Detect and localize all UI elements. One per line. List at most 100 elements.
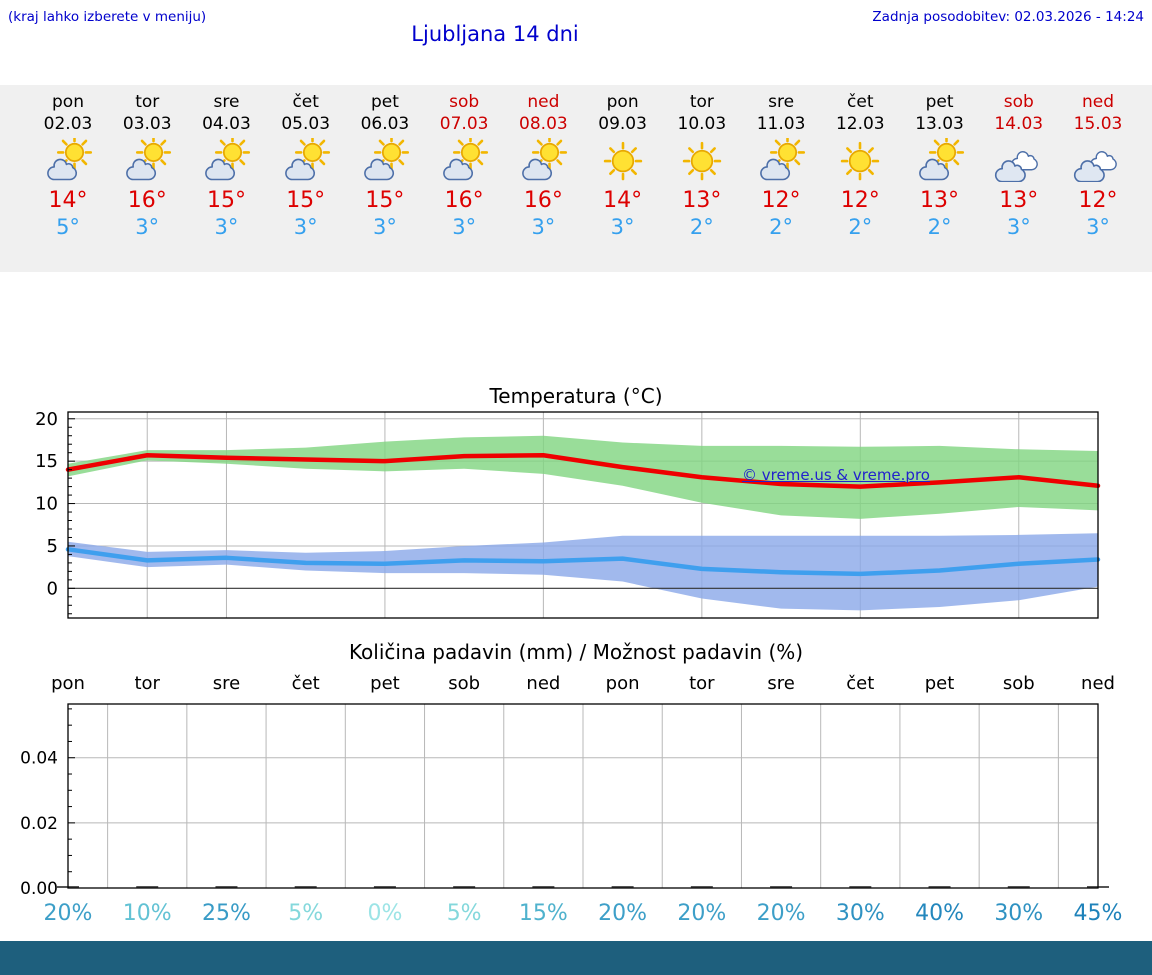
precip-probability: 0% bbox=[367, 901, 403, 926]
sunny-icon bbox=[662, 138, 742, 184]
svg-text:15: 15 bbox=[35, 451, 58, 472]
chart-day-label: sre bbox=[767, 673, 795, 694]
svg-text:0.00: 0.00 bbox=[20, 879, 58, 898]
low-temp: 2° bbox=[927, 215, 952, 239]
svg-text:10: 10 bbox=[35, 494, 58, 515]
svg-text:20: 20 bbox=[35, 409, 58, 430]
page-title: Ljubljana 14 dni bbox=[411, 22, 579, 46]
chart-day-label: pon bbox=[605, 673, 640, 694]
low-temp: 2° bbox=[769, 215, 793, 239]
chart-day-label: pon bbox=[51, 673, 85, 694]
low-temp: 3° bbox=[1006, 215, 1031, 239]
day-date: 12.03 bbox=[835, 114, 885, 134]
partly-sunny-icon bbox=[266, 138, 346, 184]
high-temp: 13° bbox=[682, 188, 722, 213]
chart-day-label: sob bbox=[1002, 673, 1035, 694]
svg-text:0.04: 0.04 bbox=[20, 749, 58, 769]
precip-day-label-row: pon tor sre čet pet sob ned pon tor sre čet pet sob n… bbox=[0, 673, 1152, 697]
precip-probability: 20% bbox=[756, 901, 806, 926]
day-date: 10.03 bbox=[677, 114, 727, 134]
day-name: ned bbox=[1081, 92, 1115, 112]
high-temp: 16° bbox=[444, 188, 484, 213]
forecast-day-6: ned 08.03 16° 3° bbox=[503, 85, 583, 240]
day-date: 03.03 bbox=[122, 114, 172, 134]
day-name: ned bbox=[527, 92, 560, 112]
day-name: sob bbox=[449, 92, 480, 112]
precip-probability: 20% bbox=[43, 901, 93, 926]
day-name: pon bbox=[606, 92, 639, 112]
day-name: sob bbox=[1003, 92, 1034, 112]
precip-probability: 45% bbox=[1073, 901, 1123, 926]
forecast-day-11: pet 13.03 13° 2° bbox=[900, 85, 980, 240]
forecast-day-8: tor 10.03 13° 2° bbox=[662, 85, 742, 240]
forecast-day-12: sob 14.03 13° 3° bbox=[979, 85, 1059, 240]
partly-sunny-icon bbox=[424, 138, 504, 184]
day-date: 11.03 bbox=[756, 114, 806, 134]
high-temp: 13° bbox=[920, 188, 960, 213]
forecast-strip: pon 02.03 14° 5° tor 03.03 16° 3° sre 04.03 15° 3° č… bbox=[0, 85, 1152, 272]
day-date: 05.03 bbox=[281, 114, 331, 134]
day-name: pon bbox=[52, 92, 84, 112]
sunny-icon bbox=[583, 138, 663, 184]
high-temp: 12° bbox=[840, 188, 880, 213]
watermark-link[interactable]: © vreme.us & vreme.pro bbox=[742, 466, 930, 484]
temperature-chart: 0 5 10 15 20 bbox=[0, 405, 1152, 625]
high-temp: 14° bbox=[48, 188, 88, 213]
forecast-day-9: sre 11.03 12° 2° bbox=[741, 85, 821, 240]
precip-probability: 25% bbox=[202, 901, 251, 926]
forecast-day-3: čet 05.03 15° 3° bbox=[266, 85, 346, 240]
chart-day-label: tor bbox=[689, 673, 715, 694]
chart-day-label: pet bbox=[924, 673, 955, 694]
partly-sunny-icon bbox=[107, 138, 187, 184]
day-date: 06.03 bbox=[360, 114, 410, 134]
chart-day-label: tor bbox=[134, 673, 160, 694]
chart-day-label: ned bbox=[1081, 673, 1115, 694]
low-temp: 5° bbox=[56, 215, 80, 239]
low-temp: 3° bbox=[372, 215, 397, 239]
precip-probability: 30% bbox=[835, 901, 885, 926]
high-temp: 15° bbox=[365, 188, 405, 213]
partly-sunny-icon bbox=[186, 138, 266, 184]
chart-day-label: ned bbox=[526, 673, 561, 694]
sunny-icon bbox=[820, 138, 900, 184]
svg-text:5: 5 bbox=[47, 536, 58, 557]
day-name: čet bbox=[292, 92, 319, 112]
day-name: sre bbox=[768, 92, 795, 112]
precip-probability: 5% bbox=[288, 901, 324, 926]
low-temp: 3° bbox=[135, 215, 160, 239]
day-date: 04.03 bbox=[202, 114, 251, 134]
partly-sunny-icon bbox=[900, 138, 980, 184]
forecast-day-13: ned 15.03 12° 3° bbox=[1058, 85, 1138, 240]
svg-text:0.02: 0.02 bbox=[20, 814, 58, 834]
partly-sunny-icon bbox=[28, 138, 108, 184]
partly-sunny-icon bbox=[345, 138, 425, 184]
precip-probability: 40% bbox=[915, 901, 964, 926]
chart-day-label: pet bbox=[370, 673, 400, 694]
high-temp: 16° bbox=[127, 188, 167, 213]
day-date: 08.03 bbox=[519, 114, 568, 134]
precipitation-chart-title: Količina padavin (mm) / Možnost padavin … bbox=[348, 640, 804, 664]
low-temp: 3° bbox=[531, 215, 556, 239]
day-name: tor bbox=[689, 92, 714, 112]
forecast-day-5: sob 07.03 16° 3° bbox=[424, 85, 504, 240]
precip-probability: 10% bbox=[122, 901, 172, 926]
high-temp: 16° bbox=[523, 188, 563, 213]
high-temp: 15° bbox=[286, 188, 326, 213]
partly-sunny-icon bbox=[503, 138, 583, 184]
forecast-day-10: čet 12.03 12° 2° bbox=[820, 85, 900, 240]
bottom-bar bbox=[0, 941, 1152, 975]
temperature-chart-title: Temperatura (°C) bbox=[489, 384, 663, 408]
low-temp: 2° bbox=[689, 215, 714, 239]
day-date: 09.03 bbox=[598, 114, 647, 134]
last-update-timestamp: Zadnja posodobitev: 02.03.2026 - 14:24 bbox=[872, 9, 1144, 25]
high-temp: 15° bbox=[206, 188, 246, 213]
day-date: 13.03 bbox=[915, 114, 964, 134]
high-temp: 12° bbox=[761, 188, 801, 213]
precip-probability: 20% bbox=[598, 901, 648, 926]
day-date: 02.03 bbox=[43, 114, 93, 134]
cloudy-icon bbox=[979, 138, 1059, 184]
low-temp: 3° bbox=[610, 215, 635, 239]
partly-sunny-icon bbox=[741, 138, 821, 184]
forecast-day-4: pet 06.03 15° 3° bbox=[345, 85, 425, 240]
forecast-day-1: tor 03.03 16° 3° bbox=[107, 85, 187, 240]
